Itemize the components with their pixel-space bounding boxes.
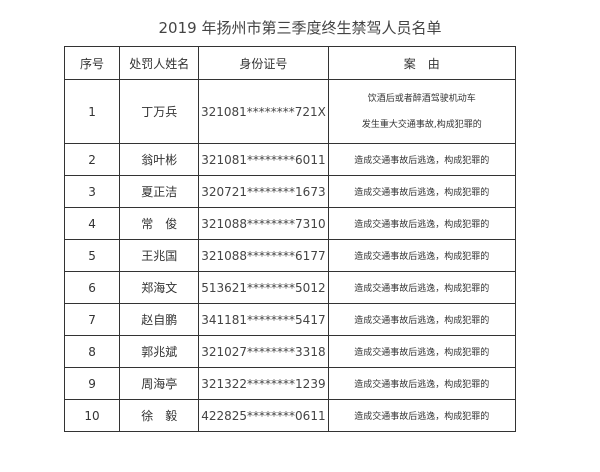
table-row: 5 王兆国 321088********6177 造成交通事故后逃逸，构成犯罪的 xyxy=(63,239,517,272)
cell-no: 4 xyxy=(63,207,121,240)
table-row: 10 徐 毅 422825********0611 造成交通事故后逃逸，构成犯罪的 xyxy=(63,399,517,432)
cell-id: 422825********0611 xyxy=(198,399,329,432)
table-row: 3 夏正洁 320721********1673 造成交通事故后逃逸，构成犯罪的 xyxy=(63,175,517,208)
table-row: 7 赵自鹏 341181********5417 造成交通事故后逃逸，构成犯罪的 xyxy=(63,303,517,336)
header-name: 处罚人姓名 xyxy=(119,46,200,80)
cell-name: 夏正洁 xyxy=(119,175,200,208)
cell-name: 徐 毅 xyxy=(119,399,200,432)
table-header-row: 序号 处罚人姓名 身份证号 案 由 xyxy=(63,46,517,80)
header-no: 序号 xyxy=(63,46,121,80)
document-title: 2019 年扬州市第三季度终生禁驾人员名单 xyxy=(158,19,442,37)
cell-reason: 造成交通事故后逃逸，构成犯罪的 xyxy=(327,367,517,400)
cell-no: 3 xyxy=(63,175,121,208)
cell-no: 8 xyxy=(63,335,121,368)
table-row: 8 郭兆斌 321027********3318 造成交通事故后逃逸，构成犯罪的 xyxy=(63,335,517,368)
reason-line: 饮酒后或者醉酒驾驶机动车 xyxy=(367,93,476,104)
cell-name: 郑海文 xyxy=(119,271,200,304)
table-row: 2 翁叶彬 321081********6011 造成交通事故后逃逸，构成犯罪的 xyxy=(63,143,517,176)
cell-no: 1 xyxy=(63,79,121,144)
header-reason: 案 由 xyxy=(327,46,517,80)
table-row: 9 周海亭 321322********1239 造成交通事故后逃逸，构成犯罪的 xyxy=(63,367,517,400)
cell-reason: 饮酒后或者醉酒驾驶机动车 发生重大交通事故,构成犯罪的 xyxy=(327,79,517,144)
cell-no: 7 xyxy=(63,303,121,336)
cell-reason: 造成交通事故后逃逸，构成犯罪的 xyxy=(327,303,517,336)
banned-drivers-table: 序号 处罚人姓名 身份证号 案 由 1 丁万兵 321081********72… xyxy=(63,46,517,432)
cell-id: 321081********721X xyxy=(198,79,329,144)
cell-no: 6 xyxy=(63,271,121,304)
cell-name: 周海亭 xyxy=(119,367,200,400)
cell-id: 321027********3318 xyxy=(198,335,329,368)
cell-reason: 造成交通事故后逃逸，构成犯罪的 xyxy=(327,207,517,240)
cell-id: 321088********7310 xyxy=(198,207,329,240)
cell-reason: 造成交通事故后逃逸，构成犯罪的 xyxy=(327,239,517,272)
reason-line: 发生重大交通事故,构成犯罪的 xyxy=(361,119,482,130)
cell-name: 赵自鹏 xyxy=(119,303,200,336)
cell-no: 9 xyxy=(63,367,121,400)
cell-reason: 造成交通事故后逃逸，构成犯罪的 xyxy=(327,271,517,304)
table-row: 1 丁万兵 321081********721X 饮酒后或者醉酒驾驶机动车 发生… xyxy=(63,79,517,144)
cell-id: 341181********5417 xyxy=(198,303,329,336)
cell-reason: 造成交通事故后逃逸，构成犯罪的 xyxy=(327,143,517,176)
cell-reason: 造成交通事故后逃逸，构成犯罪的 xyxy=(327,335,517,368)
cell-id: 321081********6011 xyxy=(198,143,329,176)
table-row: 6 郑海文 513621********5012 造成交通事故后逃逸，构成犯罪的 xyxy=(63,271,517,304)
cell-name: 郭兆斌 xyxy=(119,335,200,368)
cell-id: 320721********1673 xyxy=(198,175,329,208)
cell-id: 321088********6177 xyxy=(198,239,329,272)
cell-name: 王兆国 xyxy=(119,239,200,272)
cell-id: 321322********1239 xyxy=(198,367,329,400)
cell-reason: 造成交通事故后逃逸，构成犯罪的 xyxy=(327,399,517,432)
cell-name: 翁叶彬 xyxy=(119,143,200,176)
cell-name: 丁万兵 xyxy=(119,79,200,144)
header-id: 身份证号 xyxy=(198,46,329,80)
cell-no: 10 xyxy=(63,399,121,432)
cell-no: 5 xyxy=(63,239,121,272)
cell-no: 2 xyxy=(63,143,121,176)
cell-name: 常 俊 xyxy=(119,207,200,240)
cell-reason: 造成交通事故后逃逸，构成犯罪的 xyxy=(327,175,517,208)
cell-id: 513621********5012 xyxy=(198,271,329,304)
